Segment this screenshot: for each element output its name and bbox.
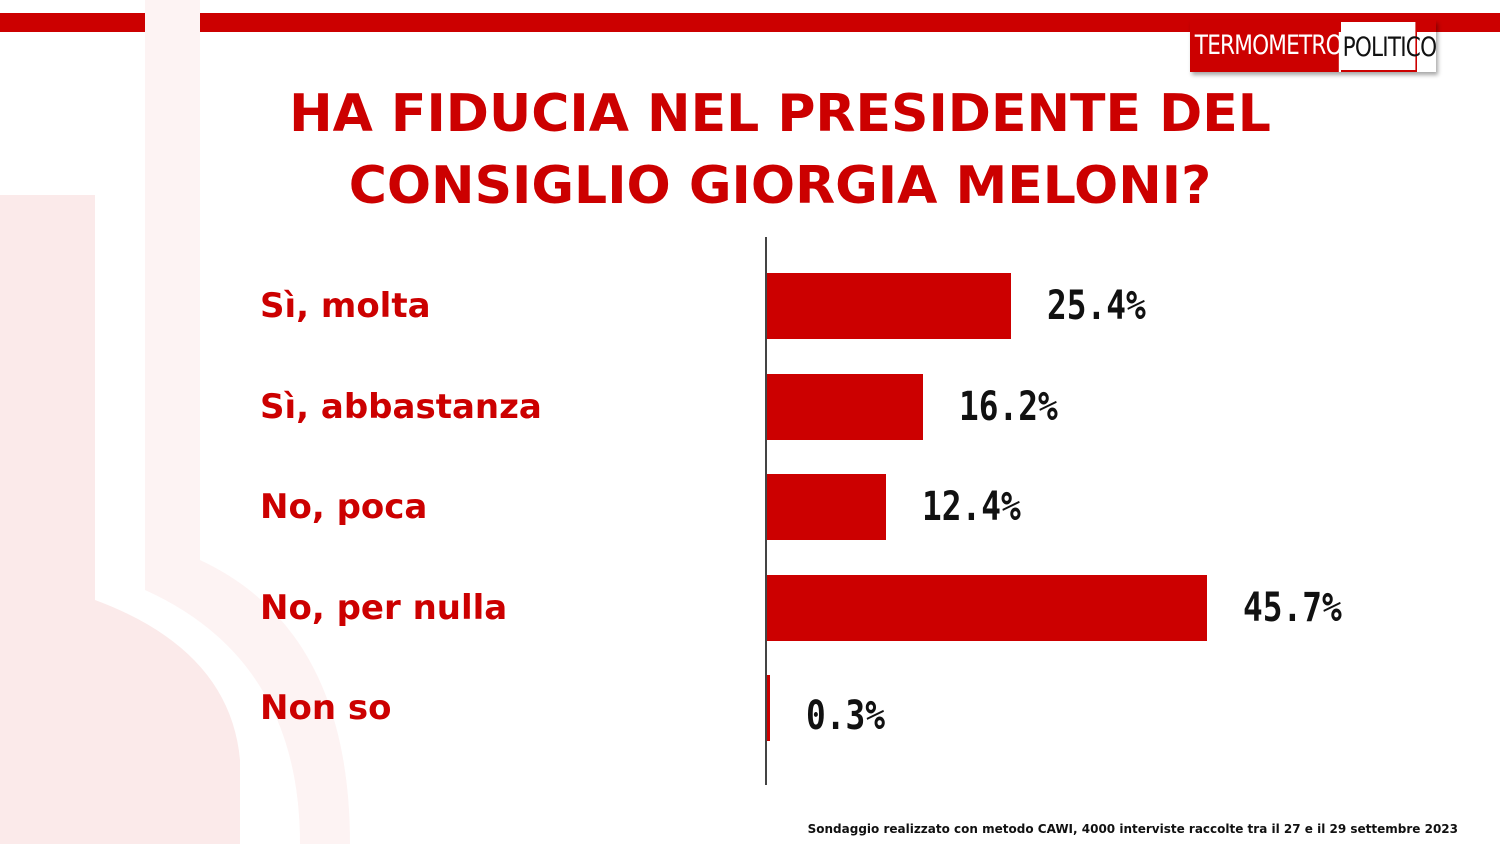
value-label-non-so: 0.3%: [806, 693, 885, 739]
top-accent-bar: [0, 13, 1500, 32]
value-label-no-poca: 12.4%: [922, 484, 1022, 530]
thermometer-background-icon: [0, 0, 350, 844]
chart-axis-line: [765, 237, 767, 785]
category-label-no-per-nulla: No, per nulla: [260, 587, 508, 628]
category-label-s-abbastanza: Sì, abbastanza: [260, 386, 542, 427]
value-label-s-molta: 25.4%: [1047, 283, 1147, 329]
logo-text-red: TERMOMETRO: [1190, 20, 1343, 72]
termometro-politico-logo: TERMOMETRO POLITICO: [1190, 20, 1437, 72]
bar-s-molta: [767, 273, 1012, 339]
category-label-no-poca: No, poca: [260, 487, 428, 527]
category-label-s-molta: Sì, molta: [260, 286, 431, 326]
value-label-no-per-nulla: 45.7%: [1242, 584, 1342, 631]
bar-s-abbastanza: [767, 373, 923, 440]
chart-title: HA FIDUCIA NEL PRESIDENTE DEL CONSIGLIO …: [289, 84, 1271, 216]
value-label-s-abbastanza: 16.2%: [958, 383, 1058, 430]
survey-footnote: Sondaggio realizzato con metodo CAWI, 40…: [807, 822, 1458, 836]
bar-non-so: [767, 675, 770, 741]
bar-no-poca: [767, 474, 887, 540]
logo-text-white: POLITICO: [1341, 20, 1437, 72]
bar-no-per-nulla: [767, 574, 1207, 641]
category-label-non-so: Non so: [260, 688, 392, 728]
